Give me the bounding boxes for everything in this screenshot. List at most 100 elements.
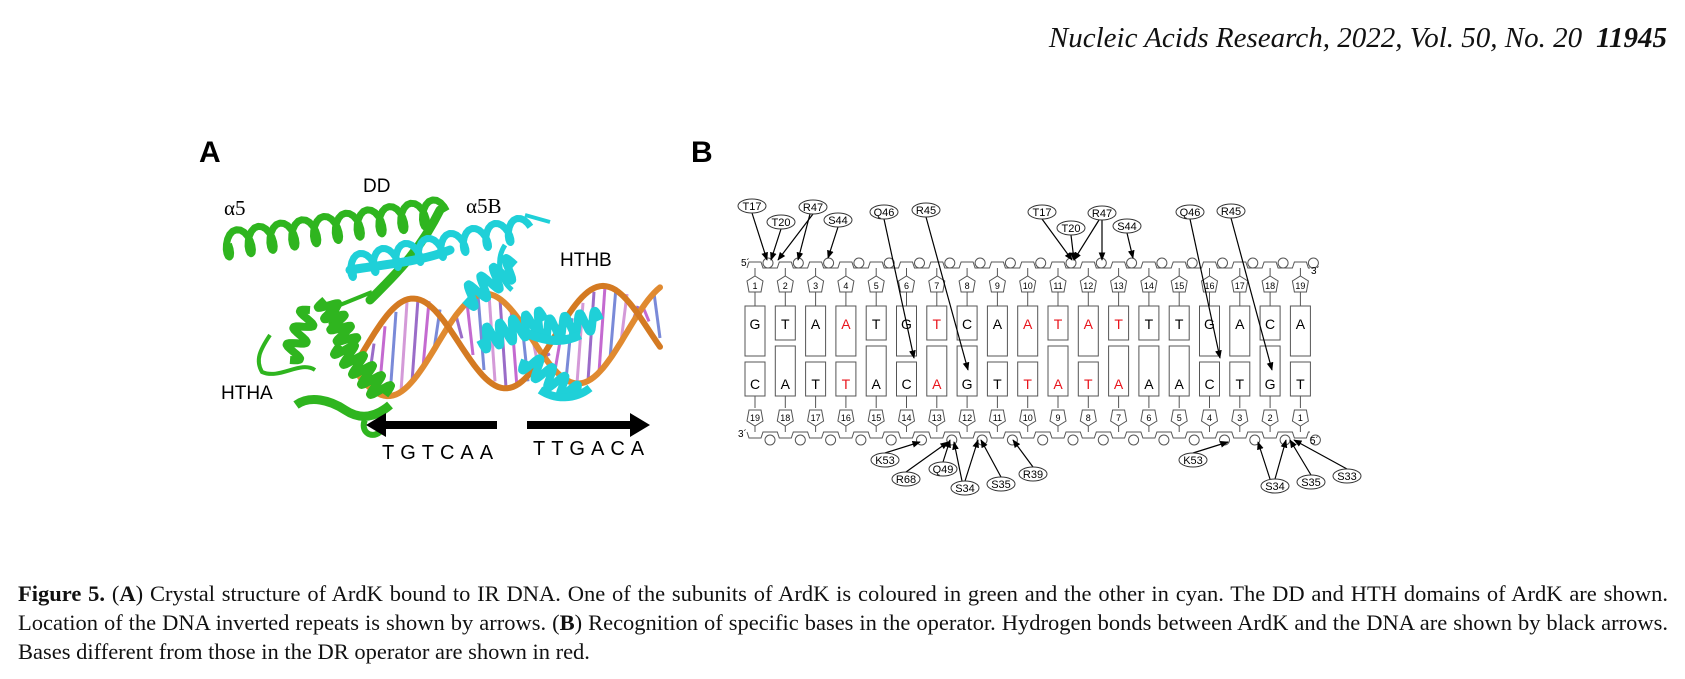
phosphate-top [1277, 257, 1289, 269]
sugar-bottom [867, 409, 885, 427]
hbond-arrow-top [777, 213, 814, 261]
phosphate-top [914, 257, 925, 269]
helix-htha-bottom [293, 395, 393, 421]
bottom-base-letter: C [750, 376, 760, 392]
bottom-nucleotide-number: 3 [1237, 413, 1242, 423]
hbond-arrow-bottom [1257, 441, 1271, 480]
bottom-nucleotide-number: 14 [901, 413, 911, 423]
top-base-box [1199, 305, 1220, 357]
top-base-box [1229, 305, 1251, 357]
top-base-box [1289, 305, 1311, 357]
residue-label-bottom-text: Q49 [933, 464, 954, 476]
bottom-base-letter: G [962, 376, 973, 392]
hbond-arrow-bottom [964, 439, 979, 482]
hbond-arrow-bottom [884, 441, 921, 454]
residue-label-top-text: S44 [828, 215, 848, 227]
top-base-letter: C [1265, 316, 1275, 332]
helix-hthb-bottom [517, 325, 583, 345]
panel-a-labels: α5 DD α5B HTHB HTHA TGTCAA TTGACA [221, 176, 650, 464]
top-nucleotide-number: 12 [1083, 281, 1093, 291]
top-base-letter: T [1145, 316, 1154, 332]
top-base-box [1077, 305, 1099, 357]
top-base-letter: A [993, 316, 1003, 332]
caption-text-3: ) Recognition of specific bases in the o… [18, 610, 1668, 664]
residue-label-top-text: R47 [1092, 208, 1112, 220]
figure-caption: Figure 5. (A) Crystal structure of ArdK … [18, 579, 1668, 666]
phosphate-top [1217, 257, 1228, 269]
sugar-bottom [1079, 409, 1097, 427]
bottom-base-letter: A [1053, 376, 1063, 392]
residue-label-top [766, 214, 796, 230]
residue-label-bottom-text: K53 [1183, 455, 1203, 467]
top-nucleotide-number: 10 [1023, 281, 1033, 291]
bottom-nucleotide-number: 18 [780, 413, 790, 423]
sugar-bottom [1261, 409, 1279, 427]
journal-citation: Nucleic Acids Research, 2022, Vol. 50, N… [1048, 22, 1583, 54]
top-base-box [1108, 305, 1130, 341]
top-base-box [896, 305, 917, 357]
helix-hthb-tip [537, 384, 593, 402]
top-nucleotide-number: 7 [934, 281, 939, 291]
top-base-box [1138, 305, 1160, 341]
loop-htha [256, 333, 317, 376]
top-base-letter: A [811, 316, 821, 332]
bottom-base-letter: A [1144, 376, 1154, 392]
tail-cyan [524, 213, 551, 224]
base-pair-rung [476, 295, 486, 371]
bottom-base-letter: A [1175, 376, 1185, 392]
top-3-prime: 3´ [1311, 265, 1320, 277]
sugar-bottom [1200, 409, 1219, 427]
phosphate-bottom [825, 434, 837, 446]
sugar-bottom [746, 409, 764, 427]
hbond-arrow-bottom [952, 441, 963, 482]
residue-label-bottom [891, 471, 921, 487]
bottom-base-letter: T [842, 376, 851, 392]
base-pair-rung [608, 287, 618, 359]
phosphate-top [1126, 257, 1138, 269]
top-nucleotide-number: 13 [1114, 281, 1124, 291]
phosphate-top [1004, 257, 1016, 269]
phosphate-top [1156, 257, 1168, 269]
residue-label-top [911, 202, 941, 218]
top-base-box [926, 305, 948, 341]
top-base-letter: T [781, 316, 790, 332]
phosphate-bottom [1067, 434, 1079, 446]
hbond-arrow-bottom [1293, 439, 1348, 470]
residue-label-bottom-text: S34 [955, 483, 975, 495]
caption-figure-label: Figure 5. [18, 581, 106, 606]
sugar-bottom [988, 409, 1006, 427]
top-nucleotide-number: 17 [1235, 281, 1245, 291]
residue-label-bottom-text: S35 [1301, 477, 1321, 489]
hbond-arrow-bottom [1289, 439, 1312, 476]
bottom-base-letter: G [1265, 376, 1276, 392]
residue-label-top [1056, 220, 1086, 236]
helix-alpha5b [347, 215, 534, 281]
base-pair-rung [586, 291, 596, 382]
right-repeat-arrowhead [630, 413, 650, 437]
sugar-bottom [1049, 409, 1067, 427]
residue-label-top [869, 204, 899, 220]
bottom-base-letter: T [993, 376, 1002, 392]
hbond-arrow-top [770, 228, 782, 261]
bottom-nucleotide-number: 2 [1268, 413, 1273, 423]
residue-label-top [1175, 204, 1205, 220]
top-base-letter: G [1204, 316, 1215, 332]
panel-a-label: A [199, 136, 221, 169]
residue-label-bottom [870, 452, 900, 468]
bottom-base-letter: A [781, 376, 791, 392]
top-base-box [956, 305, 978, 341]
bottom-nucleotide-number: 6 [1146, 413, 1151, 423]
hbond-arrow-bottom [1012, 439, 1034, 468]
top-nucleotide-number: 16 [1204, 281, 1214, 291]
label-repeat-right: TTGACA [533, 438, 650, 460]
bottom-backbone-line [746, 431, 1310, 439]
phosphate-bottom [976, 434, 988, 446]
top-base-letter: G [750, 316, 761, 332]
sugar-bottom [837, 409, 855, 427]
sugar-bottom [1291, 409, 1309, 427]
top-base-letter: A [841, 316, 851, 332]
top-base-letter: T [1114, 316, 1123, 332]
bottom-5-prime: 5´ [1310, 435, 1319, 447]
label-alpha5: α5 [224, 196, 246, 220]
bottom-nucleotide-number: 9 [1055, 413, 1060, 423]
